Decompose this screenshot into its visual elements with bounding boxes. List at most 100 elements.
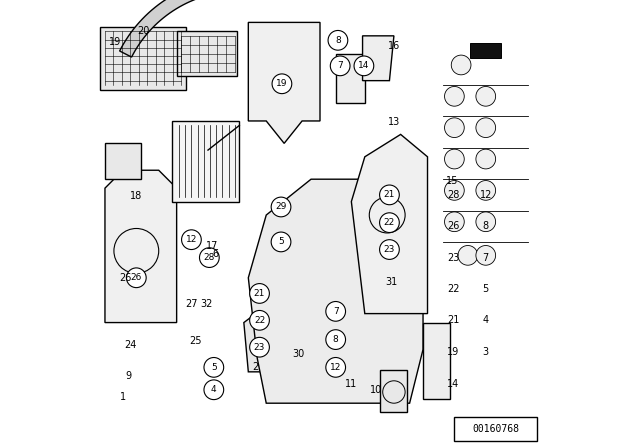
Circle shape: [445, 118, 464, 138]
Text: 3: 3: [483, 347, 489, 357]
Polygon shape: [380, 370, 407, 412]
Text: 7: 7: [337, 61, 343, 70]
Text: 26: 26: [447, 221, 460, 231]
Polygon shape: [362, 36, 394, 81]
Bar: [454, 417, 538, 441]
Circle shape: [451, 55, 471, 75]
Circle shape: [445, 149, 464, 169]
Text: 31: 31: [385, 277, 398, 287]
Circle shape: [354, 56, 374, 76]
Text: 15: 15: [446, 176, 458, 185]
Circle shape: [476, 118, 495, 138]
Text: 28: 28: [204, 253, 215, 262]
Text: 27: 27: [185, 299, 198, 309]
Polygon shape: [336, 54, 365, 103]
Text: 20: 20: [138, 26, 150, 36]
Text: 26: 26: [119, 273, 131, 283]
Text: 9: 9: [125, 371, 131, 381]
Text: 22: 22: [254, 316, 265, 325]
Circle shape: [271, 232, 291, 252]
Text: 19: 19: [447, 347, 460, 357]
Text: 22: 22: [447, 284, 460, 294]
Text: 8: 8: [333, 335, 339, 344]
Text: 23: 23: [447, 253, 460, 263]
Circle shape: [445, 181, 464, 200]
Circle shape: [445, 212, 464, 232]
Text: 21: 21: [447, 315, 460, 325]
Text: 28: 28: [447, 190, 460, 200]
Text: 19: 19: [109, 37, 121, 47]
Circle shape: [204, 358, 224, 377]
Polygon shape: [244, 309, 296, 372]
Text: 5: 5: [278, 237, 284, 246]
Circle shape: [328, 30, 348, 50]
Circle shape: [272, 74, 292, 94]
Polygon shape: [105, 143, 141, 179]
Text: 26: 26: [131, 273, 142, 282]
Circle shape: [476, 246, 495, 265]
Circle shape: [445, 86, 464, 106]
Text: 21: 21: [384, 190, 395, 199]
Circle shape: [476, 86, 495, 106]
Circle shape: [326, 302, 346, 321]
Text: 30: 30: [292, 349, 305, 359]
Text: 13: 13: [388, 117, 401, 127]
Circle shape: [476, 212, 495, 232]
Text: 12: 12: [186, 235, 197, 244]
Text: 5: 5: [211, 363, 217, 372]
Text: 21: 21: [254, 289, 265, 298]
Text: 8: 8: [483, 221, 489, 231]
Polygon shape: [248, 179, 423, 403]
Text: 23: 23: [254, 343, 265, 352]
Bar: [470, 43, 502, 58]
Text: 1: 1: [120, 392, 126, 402]
Polygon shape: [172, 121, 239, 202]
Circle shape: [476, 181, 495, 200]
Circle shape: [182, 230, 201, 250]
Circle shape: [250, 310, 269, 330]
Text: 14: 14: [358, 61, 369, 70]
Circle shape: [200, 248, 219, 267]
Text: 4: 4: [211, 385, 216, 394]
Text: 6: 6: [212, 249, 218, 258]
Polygon shape: [100, 27, 186, 90]
Circle shape: [250, 337, 269, 357]
Text: 16: 16: [388, 41, 400, 51]
Text: 29: 29: [275, 202, 287, 211]
Text: 8: 8: [335, 36, 340, 45]
Text: 25: 25: [189, 336, 202, 346]
Circle shape: [380, 240, 399, 259]
Circle shape: [476, 149, 495, 169]
Text: 7: 7: [333, 307, 339, 316]
Circle shape: [127, 268, 146, 288]
Polygon shape: [351, 134, 428, 314]
Text: 22: 22: [384, 218, 395, 227]
Circle shape: [330, 56, 350, 76]
Text: 17: 17: [206, 241, 218, 251]
Circle shape: [380, 213, 399, 233]
Circle shape: [380, 185, 399, 205]
Text: 4: 4: [483, 315, 489, 325]
Text: 24: 24: [124, 340, 136, 350]
Circle shape: [250, 284, 269, 303]
Polygon shape: [423, 323, 450, 399]
Text: 12: 12: [479, 190, 492, 200]
Circle shape: [458, 246, 477, 265]
Text: 10: 10: [370, 385, 382, 395]
Text: 5: 5: [483, 284, 489, 294]
Polygon shape: [248, 22, 320, 143]
Circle shape: [326, 330, 346, 349]
Text: 18: 18: [130, 191, 143, 201]
Text: 19: 19: [276, 79, 287, 88]
Text: 00160768: 00160768: [472, 424, 520, 434]
Text: 2: 2: [252, 362, 259, 372]
Polygon shape: [105, 170, 177, 323]
Circle shape: [271, 197, 291, 217]
Text: 7: 7: [483, 253, 489, 263]
Text: 12: 12: [330, 363, 341, 372]
Text: 32: 32: [200, 299, 213, 309]
Circle shape: [326, 358, 346, 377]
Polygon shape: [120, 0, 220, 57]
Text: 14: 14: [447, 379, 460, 389]
Text: 23: 23: [384, 245, 395, 254]
